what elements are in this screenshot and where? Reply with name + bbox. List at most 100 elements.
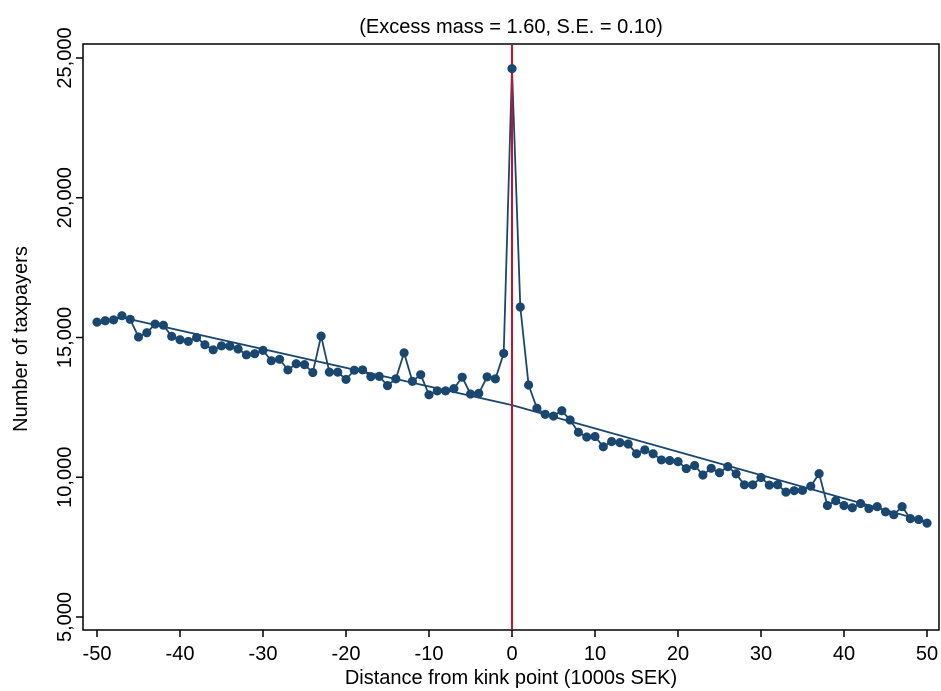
data-point xyxy=(324,367,334,377)
data-point xyxy=(449,384,459,394)
data-point xyxy=(183,336,193,347)
data-point xyxy=(416,370,426,380)
x-tick-label: 0 xyxy=(506,643,517,665)
data-point xyxy=(382,380,393,391)
data-point xyxy=(656,455,667,465)
data-point xyxy=(308,367,318,378)
data-point xyxy=(275,354,285,364)
data-point xyxy=(590,431,600,442)
chart-title: (Excess mass = 1.60, S.E. = 0.10) xyxy=(359,16,662,38)
data-point xyxy=(665,455,675,466)
x-tick-label: -10 xyxy=(415,643,444,665)
data-point xyxy=(880,507,891,517)
x-tick-label: -50 xyxy=(83,643,112,665)
data-point xyxy=(756,472,766,483)
x-tick-label: -20 xyxy=(332,643,361,665)
data-point xyxy=(125,314,135,324)
data-point xyxy=(723,462,733,472)
data-point xyxy=(640,445,650,455)
data-point xyxy=(216,341,227,351)
y-tick-label: 15,000 xyxy=(54,307,76,368)
data-point xyxy=(266,356,276,366)
data-point xyxy=(482,372,492,382)
data-point xyxy=(607,436,617,447)
data-point xyxy=(432,386,442,396)
data-point xyxy=(690,460,700,471)
y-tick-label: 20,000 xyxy=(54,167,76,228)
data-point xyxy=(457,372,467,382)
data-point xyxy=(673,456,683,467)
data-point xyxy=(914,514,924,525)
data-point xyxy=(117,311,127,321)
data-point xyxy=(623,439,633,449)
data-point xyxy=(175,335,185,345)
y-axis: 5,000 10,000 15,000 20,000 25,000 xyxy=(54,27,83,642)
data-point xyxy=(806,481,816,491)
data-point xyxy=(250,349,260,359)
data-point xyxy=(748,480,758,490)
y-tick-label: 5,000 xyxy=(54,592,76,642)
data-point xyxy=(573,427,584,437)
data-point xyxy=(781,487,791,497)
data-point xyxy=(358,365,368,375)
data-point xyxy=(399,348,409,358)
data-point xyxy=(133,332,144,342)
data-point xyxy=(366,372,376,382)
data-point xyxy=(822,500,833,511)
data-point xyxy=(739,480,750,490)
y-tick-label: 25,000 xyxy=(54,27,76,88)
data-point xyxy=(864,503,874,514)
data-point xyxy=(905,514,916,524)
data-point xyxy=(92,317,102,327)
data-point xyxy=(524,380,534,390)
data-point xyxy=(631,449,642,459)
x-tick-label: 30 xyxy=(750,643,772,665)
data-point xyxy=(258,345,268,355)
data-point xyxy=(316,331,326,341)
data-point xyxy=(764,480,774,490)
data-point xyxy=(540,409,550,419)
data-point xyxy=(681,463,691,474)
x-tick-label: -30 xyxy=(249,643,278,665)
data-point xyxy=(109,315,119,325)
data-point xyxy=(648,449,658,459)
data-point xyxy=(922,518,932,528)
data-point xyxy=(407,376,417,386)
data-point xyxy=(241,350,251,360)
data-point xyxy=(897,501,907,512)
data-point xyxy=(465,389,476,399)
data-point xyxy=(706,463,716,473)
data-point xyxy=(233,344,243,354)
data-point xyxy=(773,480,783,490)
data-point xyxy=(507,64,517,74)
data-point xyxy=(582,432,592,442)
data-point xyxy=(814,469,824,479)
data-point xyxy=(225,341,235,351)
data-point xyxy=(299,360,310,370)
data-point xyxy=(333,367,343,377)
y-axis-title: Number of taxpayers xyxy=(10,246,32,432)
data-point xyxy=(474,388,484,398)
data-point xyxy=(424,390,434,400)
data-point xyxy=(499,348,509,359)
data-point xyxy=(565,415,575,425)
data-point xyxy=(847,503,857,513)
data-point xyxy=(490,374,500,384)
data-point xyxy=(731,469,741,479)
data-point xyxy=(557,406,567,416)
data-point xyxy=(349,365,359,375)
data-point xyxy=(872,501,882,512)
data-point xyxy=(797,485,808,495)
data-point xyxy=(142,328,152,338)
data-point xyxy=(515,302,525,312)
data-point xyxy=(391,374,401,384)
x-tick-label: 50 xyxy=(916,643,938,665)
data-point xyxy=(615,437,625,448)
data-point xyxy=(548,411,559,421)
data-point xyxy=(208,345,218,355)
data-point xyxy=(789,486,799,496)
data-point xyxy=(192,332,202,343)
data-point xyxy=(856,498,866,509)
data-point xyxy=(374,371,384,381)
